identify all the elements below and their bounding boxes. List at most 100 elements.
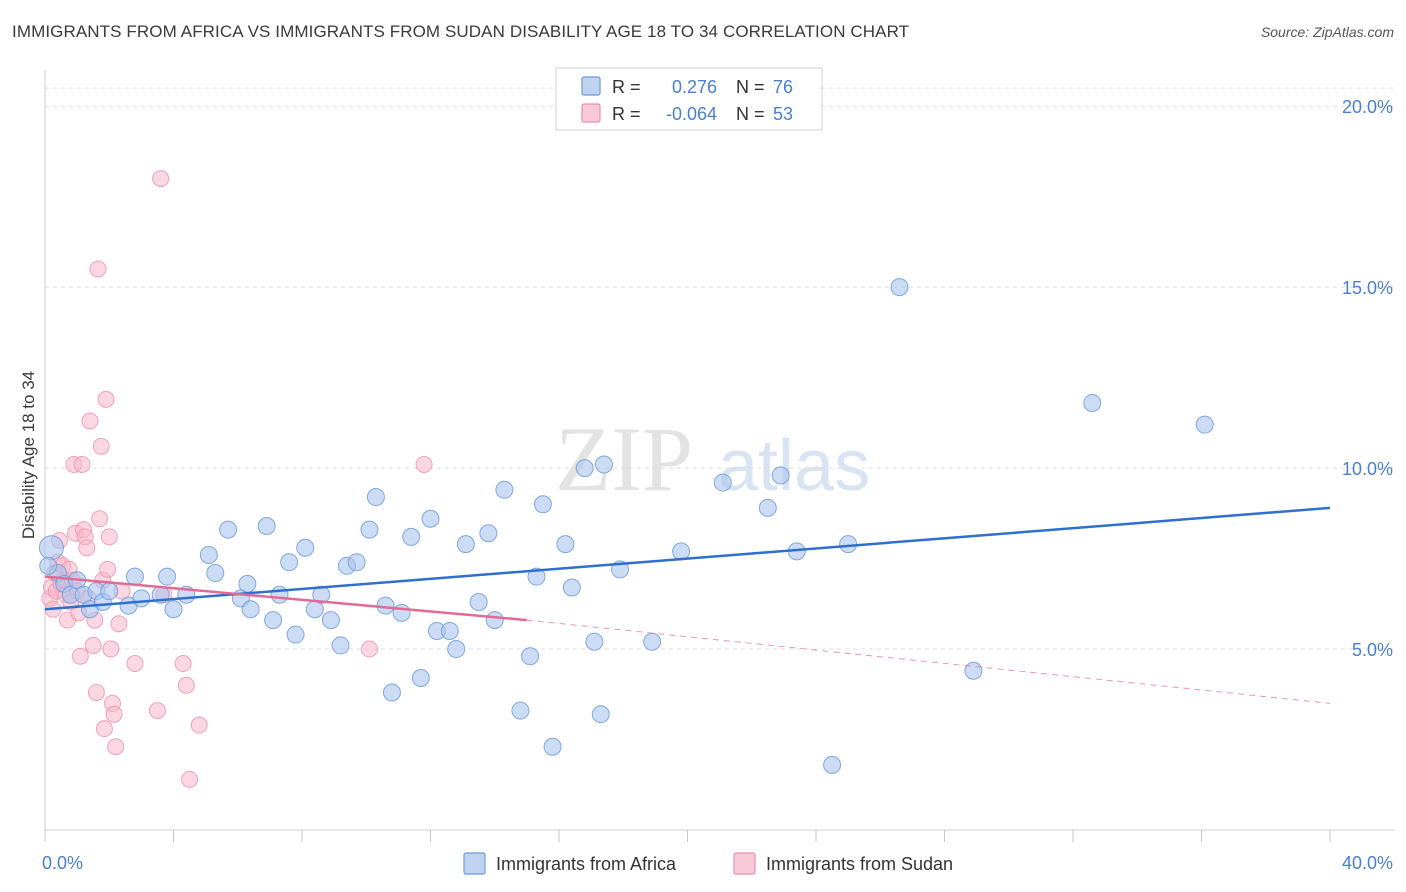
point-sudan: [190, 716, 208, 734]
y-tick-label: 10.0%: [1342, 459, 1393, 479]
point-africa: [125, 567, 144, 586]
legend-bottom-africa-swatch: [463, 852, 486, 875]
point-africa: [556, 535, 575, 554]
point-africa: [280, 553, 299, 572]
point-africa: [479, 524, 498, 543]
point-sudan: [73, 455, 91, 473]
legend-africa-r-label: R =: [612, 77, 641, 97]
point-africa: [527, 567, 546, 586]
point-africa: [643, 632, 662, 651]
point-sudan: [102, 640, 120, 658]
legend-correlation: R = 0.276 N = 76 R = -0.064 N = 53: [555, 67, 823, 131]
point-africa: [206, 564, 225, 583]
point-africa: [440, 621, 459, 640]
watermark: ZIP atlas: [555, 408, 870, 510]
point-sudan: [91, 510, 109, 528]
y-axis-label: Disability Age 18 to 34: [19, 371, 38, 539]
grid-lines: [45, 87, 1395, 650]
point-africa: [672, 542, 691, 561]
point-sudan: [152, 170, 170, 188]
point-sudan: [100, 528, 118, 546]
point-africa: [562, 578, 581, 597]
point-sudan: [174, 655, 192, 673]
point-africa: [199, 545, 218, 564]
legend-sudan-swatch: [581, 103, 601, 123]
point-sudan: [71, 647, 89, 665]
source-label: Source: ZipAtlas.com: [1260, 24, 1394, 40]
point-africa: [758, 498, 777, 517]
y-tick-label: 15.0%: [1342, 278, 1393, 298]
point-sudan: [92, 437, 110, 455]
point-sudan: [177, 676, 195, 694]
point-africa: [100, 582, 119, 601]
point-africa: [264, 611, 283, 630]
point-africa: [1195, 415, 1214, 434]
point-africa: [823, 755, 842, 774]
point-sudan: [97, 390, 115, 408]
axes: [44, 70, 1395, 832]
legend-bottom-africa-label: Immigrants from Africa: [496, 854, 677, 874]
x-tick-label-min: 0.0%: [42, 853, 83, 873]
point-africa: [158, 567, 177, 586]
point-africa: [456, 535, 475, 554]
point-africa: [164, 600, 183, 619]
legend-africa-swatch: [581, 76, 601, 96]
legend-africa-r-value: 0.276: [672, 77, 717, 97]
series-sudan-points: [41, 170, 433, 788]
point-africa: [890, 278, 909, 297]
point-sudan: [148, 702, 166, 720]
point-africa: [495, 480, 514, 499]
point-africa: [392, 603, 411, 622]
trend-line-africa: [44, 506, 1331, 611]
chart-title: IMMIGRANTS FROM AFRICA VS IMMIGRANTS FRO…: [12, 22, 910, 41]
point-africa: [839, 535, 858, 554]
legend-bottom-sudan-swatch: [733, 852, 756, 875]
point-sudan: [110, 615, 128, 633]
point-africa: [964, 661, 983, 680]
legend-series: Immigrants from Africa Immigrants from S…: [463, 852, 953, 875]
point-africa: [713, 473, 732, 492]
point-africa: [533, 495, 552, 514]
x-tick-label-max: 40.0%: [1342, 853, 1393, 873]
point-africa: [511, 701, 530, 720]
legend-africa-n-label: N =: [736, 77, 765, 97]
y-tick-label: 5.0%: [1352, 640, 1393, 660]
series-africa-points: [38, 278, 1214, 774]
point-africa: [591, 705, 610, 724]
point-africa: [1083, 393, 1102, 412]
point-africa: [543, 737, 562, 756]
point-africa: [382, 683, 401, 702]
point-africa: [447, 640, 466, 659]
point-sudan: [87, 683, 105, 701]
point-africa: [296, 538, 315, 557]
point-africa: [421, 509, 440, 528]
point-africa: [238, 574, 257, 593]
legend-sudan-r-label: R =: [612, 104, 641, 124]
point-sudan: [107, 738, 125, 756]
x-ticks: 0.0% 40.0%: [42, 830, 1393, 873]
trend-line-sudan-extension: [526, 619, 1331, 704]
watermark-zip: ZIP: [555, 408, 693, 510]
point-africa: [575, 459, 594, 478]
point-africa: [241, 600, 260, 619]
point-africa: [219, 520, 238, 539]
point-sudan: [126, 655, 144, 673]
point-sudan: [181, 770, 199, 788]
y-tick-label: 20.0%: [1342, 97, 1393, 117]
trend-line-sudan: [44, 575, 527, 622]
point-africa: [469, 593, 488, 611]
point-sudan: [84, 636, 102, 654]
point-sudan: [89, 260, 107, 278]
point-africa: [366, 488, 385, 507]
point-sudan: [99, 560, 117, 578]
point-africa: [286, 625, 305, 644]
point-africa: [321, 611, 340, 630]
point-africa: [402, 527, 421, 546]
point-africa: [38, 535, 64, 561]
point-africa: [347, 553, 366, 572]
point-sudan: [360, 640, 378, 658]
point-africa: [331, 636, 350, 655]
trend-lines: [44, 506, 1331, 704]
point-africa: [771, 466, 790, 485]
point-africa: [594, 455, 613, 474]
